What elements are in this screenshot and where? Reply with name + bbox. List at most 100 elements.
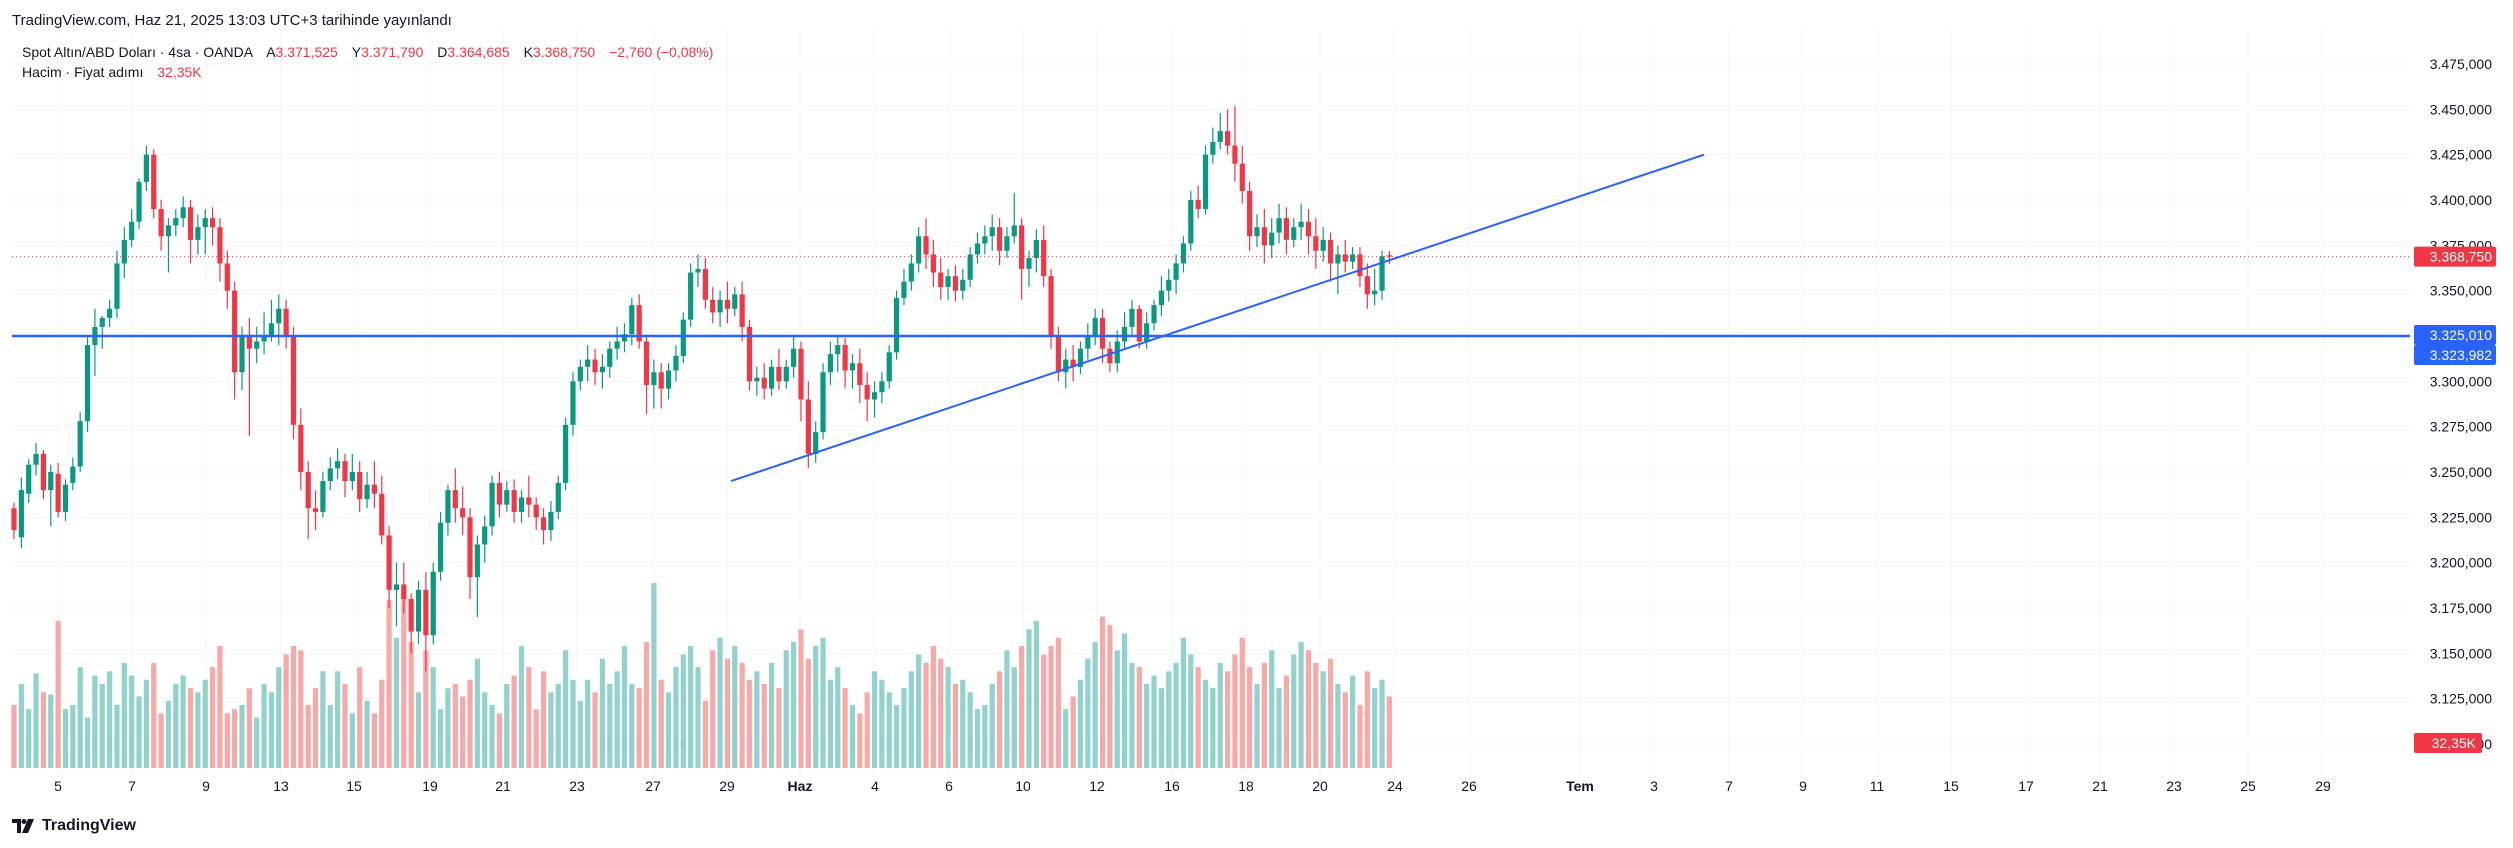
volume-bar bbox=[1026, 629, 1032, 768]
candle-body bbox=[335, 461, 341, 469]
x-axis-tick-label: 23 bbox=[2166, 778, 2182, 794]
candle-body bbox=[246, 336, 252, 349]
candle-body bbox=[820, 372, 826, 433]
volume-bar bbox=[1107, 625, 1113, 768]
volume-bar bbox=[70, 704, 76, 768]
volume-bar bbox=[254, 717, 260, 768]
volume-bar bbox=[99, 683, 105, 768]
volume-bar bbox=[636, 688, 642, 768]
volume-bar bbox=[1129, 662, 1135, 768]
volume-bar bbox=[1305, 650, 1312, 768]
volume-bar bbox=[724, 658, 731, 768]
volume-bar bbox=[548, 692, 554, 768]
candle-body bbox=[916, 236, 922, 264]
volume-bar bbox=[48, 694, 54, 768]
x-axis-tick-label: 5 bbox=[54, 778, 62, 794]
volume-bar bbox=[357, 667, 363, 768]
y-axis-tick-label: 3.125,000 bbox=[2430, 691, 2492, 707]
candle-body bbox=[460, 508, 466, 518]
candle-body bbox=[1364, 276, 1370, 295]
volume-bar bbox=[1254, 683, 1260, 768]
candle-body bbox=[393, 584, 400, 590]
candle-body bbox=[607, 348, 613, 367]
footer-brand[interactable]: TradingView bbox=[12, 817, 136, 835]
volume-bar bbox=[540, 671, 547, 768]
candle-body bbox=[151, 154, 157, 210]
candlestick-series bbox=[11, 105, 1392, 672]
volume-bar bbox=[1099, 616, 1106, 768]
volume-bar bbox=[187, 688, 194, 768]
candle-body bbox=[621, 334, 628, 342]
candle-body bbox=[1004, 236, 1010, 251]
line-price-label-secondary: 3.323,982 bbox=[2414, 344, 2496, 365]
candle-body bbox=[791, 348, 797, 367]
high-value: 3.371,790 bbox=[361, 44, 424, 60]
volume-bar bbox=[460, 696, 466, 768]
last-price-label-text: 3.368,750 bbox=[2430, 249, 2492, 265]
volume-bar bbox=[496, 713, 503, 768]
volume-bar bbox=[312, 688, 319, 768]
volume-bar bbox=[1041, 654, 1047, 768]
high-label: Y bbox=[351, 44, 362, 60]
candle-body bbox=[732, 294, 738, 309]
candle-body bbox=[232, 290, 238, 373]
candle-body bbox=[1298, 221, 1304, 228]
x-axis-tick-label: 23 bbox=[569, 778, 585, 794]
volume-bar bbox=[320, 671, 326, 768]
candle-body bbox=[746, 326, 753, 382]
candle-body bbox=[1224, 131, 1231, 146]
volume-bar bbox=[658, 679, 664, 768]
line-price-label: 3.325,010 bbox=[2414, 324, 2496, 345]
candle-body bbox=[1202, 154, 1209, 210]
volume-bar bbox=[342, 683, 348, 768]
candle-body bbox=[1232, 145, 1238, 164]
x-axis-tick-label: 29 bbox=[719, 778, 735, 794]
candle-body bbox=[614, 341, 620, 349]
volume-bar bbox=[916, 654, 922, 768]
candle-body bbox=[761, 377, 767, 389]
trendline bbox=[730, 153, 1705, 483]
volume-bar bbox=[886, 692, 892, 768]
x-axis-tick-label: 4 bbox=[871, 778, 879, 794]
candle-body bbox=[592, 359, 598, 373]
line-price-label-text: 3.325,010 bbox=[2430, 327, 2492, 343]
volume-bar bbox=[335, 671, 341, 768]
candle-body bbox=[11, 508, 17, 531]
volume-bar bbox=[1033, 620, 1039, 768]
candle-body bbox=[894, 297, 900, 353]
volume-bar bbox=[467, 679, 473, 768]
volume-bar bbox=[702, 700, 708, 768]
volume-bar bbox=[805, 658, 811, 768]
volume-bar bbox=[871, 671, 878, 768]
candle-body bbox=[651, 372, 657, 385]
change-value: −2,760 (−0,08%) bbox=[609, 44, 714, 60]
candle-body bbox=[974, 243, 981, 255]
x-axis-tick-label: 18 bbox=[1238, 778, 1254, 794]
symbol-title: Spot Altın/ABD Doları · 4sa · OANDA bbox=[22, 44, 253, 60]
volume-bar bbox=[511, 675, 517, 768]
candle-body bbox=[261, 336, 267, 342]
volume-bar bbox=[1173, 662, 1179, 768]
candle-body bbox=[349, 472, 355, 482]
volume-bar bbox=[1210, 688, 1216, 768]
candle-body bbox=[107, 308, 113, 318]
volume-bar bbox=[430, 667, 436, 768]
volume-bar bbox=[1180, 637, 1187, 768]
volume-bar bbox=[18, 683, 24, 768]
x-axis-tick-label: 25 bbox=[2240, 778, 2256, 794]
x-axis-tick-label: 12 bbox=[1089, 778, 1105, 794]
candle-body bbox=[636, 305, 642, 342]
candle-body bbox=[688, 272, 694, 320]
volume-bar bbox=[526, 667, 532, 768]
volume-bar bbox=[1239, 637, 1245, 768]
candle-body bbox=[960, 279, 966, 291]
volume-bar bbox=[835, 667, 841, 768]
candle-body bbox=[1188, 200, 1194, 244]
low-label: D bbox=[437, 44, 448, 60]
volume-bar bbox=[798, 629, 804, 768]
volume-bar bbox=[967, 692, 973, 768]
candle-body bbox=[467, 517, 473, 578]
candle-body bbox=[489, 482, 495, 527]
volume-bar bbox=[1004, 650, 1010, 768]
